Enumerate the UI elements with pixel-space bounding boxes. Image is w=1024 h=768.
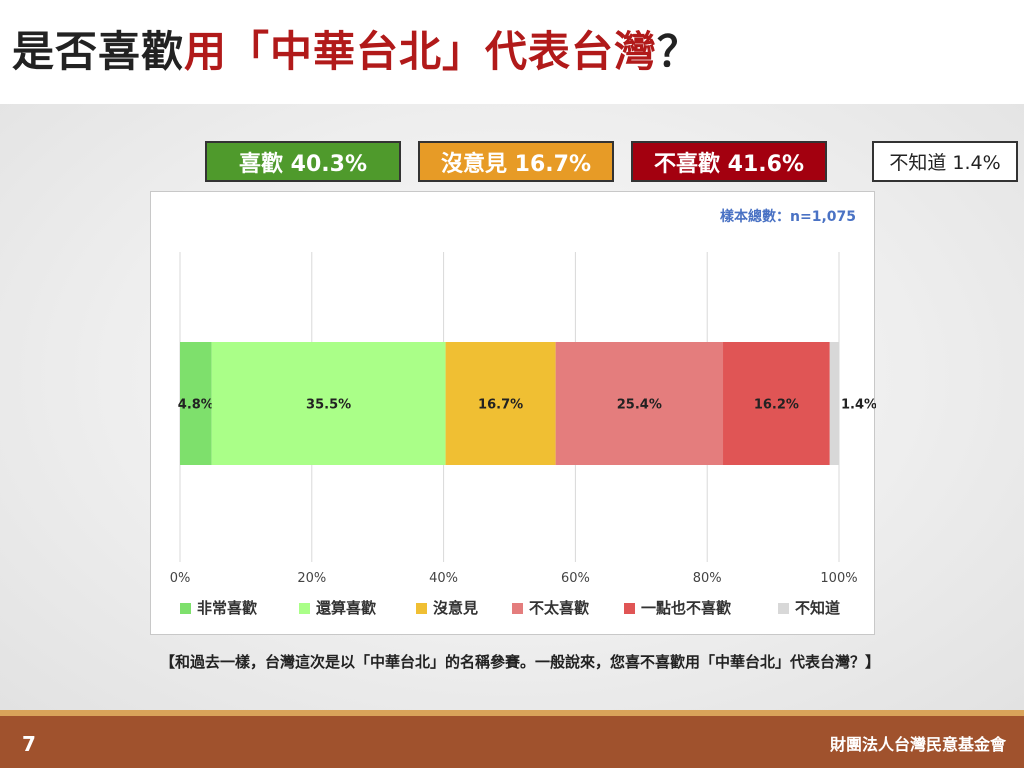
survey-question: 【和過去一樣，台灣這次是以「中華台北」的名稱參賽。一般說來，您喜不喜歡用「中華台… xyxy=(160,653,881,671)
bar-segment xyxy=(555,342,724,465)
legend-swatch xyxy=(416,603,427,614)
summary-no-opinion-label: 沒意見 16.7% xyxy=(441,151,591,177)
legend-swatch xyxy=(778,603,789,614)
title-part-2: 用「中華台北」代表台灣 xyxy=(184,27,658,76)
legend-label: 還算喜歡 xyxy=(316,599,376,617)
summary-like-label: 喜歡 40.3% xyxy=(239,151,367,177)
summary-dont-know: 不知道 1.4% xyxy=(872,141,1018,182)
title-part-1: 是否喜歡 xyxy=(12,27,185,76)
bar-segment xyxy=(723,342,830,465)
data-label: 1.4% xyxy=(841,398,876,413)
footer: 7 財團法人台灣民意基金會 xyxy=(0,716,1024,768)
x-tick-label: 100% xyxy=(820,571,857,586)
data-label: 16.7% xyxy=(478,398,523,413)
legend-label: 不知道 xyxy=(795,599,840,617)
x-tick-label: 80% xyxy=(693,571,722,586)
page-title: 是否喜歡用「中華台北」代表台灣？ xyxy=(12,18,700,79)
bar-segment xyxy=(445,342,556,465)
x-tick-label: 40% xyxy=(429,571,458,586)
legend-swatch xyxy=(180,603,191,614)
data-label: 25.4% xyxy=(617,398,662,413)
data-label: 4.8% xyxy=(178,398,214,413)
legend-swatch xyxy=(512,603,523,614)
x-tick-label: 20% xyxy=(297,571,326,586)
summary-no-opinion: 沒意見 16.7% xyxy=(418,141,614,182)
data-label: 35.5% xyxy=(306,398,351,413)
bar-segment xyxy=(829,342,839,465)
x-tick-label: 60% xyxy=(561,571,590,586)
legend-label: 非常喜歡 xyxy=(197,599,257,617)
title-part-3: ？ xyxy=(657,27,701,76)
bar-segment xyxy=(180,342,212,465)
data-label: 16.2% xyxy=(754,398,799,413)
legend-label: 沒意見 xyxy=(433,599,478,617)
footer-stripe xyxy=(0,710,1024,716)
bar-segment xyxy=(211,342,446,465)
stacked-bar-chart: 0% 20% 40% 60% 80% 100% 4.8% 35.5% 16.7% 25.4% 16.… xyxy=(170,252,876,617)
summary-dislike: 不喜歡 41.6% xyxy=(631,141,827,182)
legend-label: 不太喜歡 xyxy=(529,599,589,617)
legend-label: 一點也不喜歡 xyxy=(641,599,731,617)
title-bar: 是否喜歡用「中華台北」代表台灣？ xyxy=(0,0,1024,104)
summary-dislike-label: 不喜歡 41.6% xyxy=(654,151,804,177)
legend-swatch xyxy=(299,603,310,614)
summary-like: 喜歡 40.3% xyxy=(205,141,401,182)
page-number: 7 xyxy=(22,732,36,756)
legend-swatch xyxy=(624,603,635,614)
organization-name: 財團法人台灣民意基金會 xyxy=(829,735,1006,754)
sample-size-label: 樣本總數：n=1,075 xyxy=(720,209,856,225)
x-tick-label: 0% xyxy=(170,571,191,586)
summary-dont-know-label: 不知道 1.4% xyxy=(889,152,1001,174)
chart-panel: 樣本總數：n=1,075 0% 20% 40% 60% 80% 100% 4.8% 35.5%… xyxy=(150,191,876,635)
